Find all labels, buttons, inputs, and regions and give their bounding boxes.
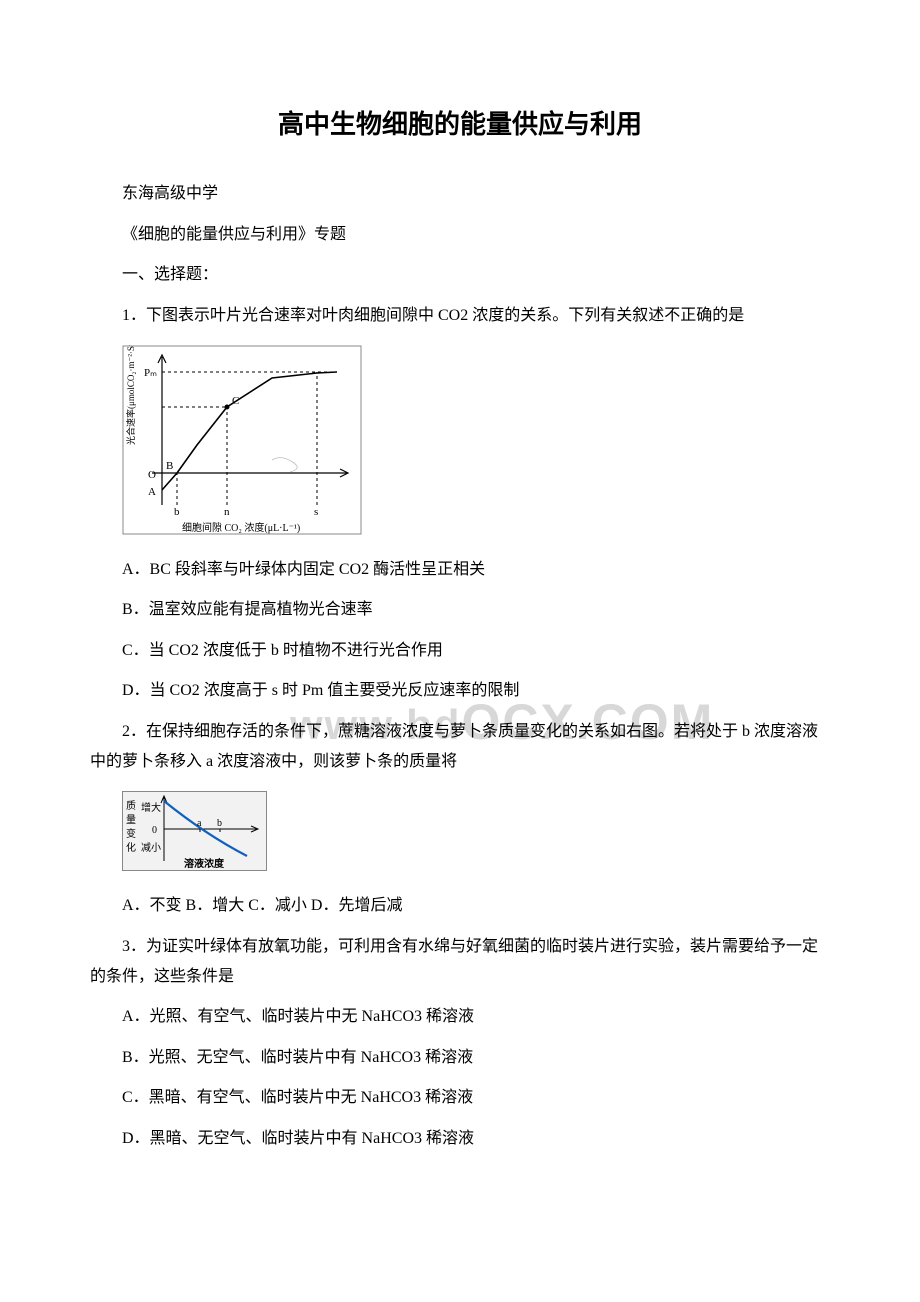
svg-text:减小: 减小 [141, 842, 161, 854]
subtitle: 《细胞的能量供应与利用》专题 [90, 220, 830, 250]
q1-option-b: B．温室效应能有提高植物光合速率 [90, 595, 830, 625]
page-title: 高中生物细胞的能量供应与利用 [90, 100, 830, 149]
q1-stem: 1．下图表示叶片光合速率对叶肉细胞间隙中 CO2 浓度的关系。下列有关叙述不正确… [90, 301, 830, 331]
q3-option-a: A．光照、有空气、临时装片中无 NaHCO3 稀溶液 [90, 1002, 830, 1032]
q1-option-d: D．当 CO2 浓度高于 s 时 Pm 值主要受光反应速率的限制 [90, 676, 830, 706]
svg-text:n: n [224, 506, 230, 518]
svg-text:变: 变 [126, 827, 136, 840]
q3-option-d: D．黑暗、无空气、临时装片中有 NaHCO3 稀溶液 [90, 1124, 830, 1154]
q1-chart: Pₘ C BOAb n s 光合速率(μmolCO₂·m⁻²·S⁻¹) 细胞间隙 CO₂ 浓… [122, 345, 830, 535]
svg-text:0: 0 [152, 825, 157, 836]
svg-text:化: 化 [126, 841, 136, 854]
section-heading: 一、选择题： [90, 260, 830, 290]
svg-text:b: b [217, 818, 222, 829]
q3-option-c: C．黑暗、有空气、临时装片中无 NaHCO3 稀溶液 [90, 1083, 830, 1113]
svg-text:增大: 增大 [141, 801, 161, 814]
svg-text:质: 质 [126, 800, 136, 812]
svg-text:光合速率(μmolCO₂·m⁻²·S⁻¹): 光合速率(μmolCO₂·m⁻²·S⁻¹) [125, 345, 136, 445]
school-name: 东海高级中学 [90, 179, 830, 209]
q3-stem: 3．为证实叶绿体有放氧功能，可利用含有水绵与好氧细菌的临时装片进行实验，装片需要… [90, 932, 830, 993]
svg-text:B: B [166, 460, 173, 472]
q2-chart: a b 增大 0 减小 质量变化溶液浓度 [122, 791, 830, 871]
svg-text:Pₘ: Pₘ [144, 367, 157, 379]
svg-text:量: 量 [126, 814, 136, 826]
svg-text:溶液浓度: 溶液浓度 [184, 857, 225, 870]
svg-text:A: A [148, 486, 156, 498]
q1-option-a: A．BC 段斜率与叶绿体内固定 CO2 酶活性呈正相关 [90, 555, 830, 585]
svg-text:s: s [314, 506, 318, 518]
q1-option-c: C．当 CO2 浓度低于 b 时植物不进行光合作用 [90, 636, 830, 666]
q2-options: A．不变 B．增大 C．减小 D．先增后减 [90, 891, 830, 921]
svg-text:a: a [197, 818, 202, 829]
q2-stem: 2．在保持细胞存活的条件下，蔗糖溶液浓度与萝卜条质量变化的关系如右图。若将处于 … [90, 717, 830, 778]
q3-option-b: B．光照、无空气、临时装片中有 NaHCO3 稀溶液 [90, 1043, 830, 1073]
svg-text:b: b [174, 506, 180, 518]
svg-text:O: O [148, 469, 156, 481]
svg-text:细胞间隙 CO₂ 浓度(μL·L⁻¹): 细胞间隙 CO₂ 浓度(μL·L⁻¹) [182, 521, 300, 534]
svg-text:C: C [232, 395, 239, 407]
